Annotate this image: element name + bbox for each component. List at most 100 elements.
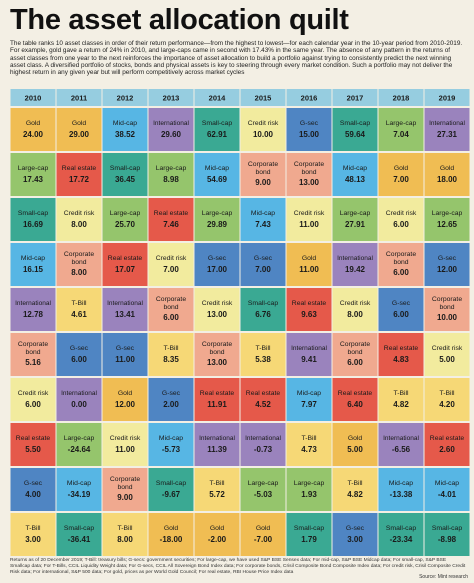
return-value-label: 9.63 bbox=[301, 310, 317, 319]
return-value-label: 8.00 bbox=[71, 220, 87, 229]
asset-name-label: Gold bbox=[256, 525, 271, 532]
cell-g-sec bbox=[424, 243, 470, 286]
cell-mid-cap bbox=[240, 198, 286, 241]
return-value-label: 62.91 bbox=[207, 130, 228, 139]
return-value-label: -4.01 bbox=[438, 490, 457, 499]
year-header-label: 2018 bbox=[393, 93, 410, 102]
return-value-label: 4.00 bbox=[25, 490, 41, 499]
cell-gold bbox=[56, 108, 102, 151]
return-value-label: 17.07 bbox=[115, 265, 136, 274]
return-value-label: 6.00 bbox=[393, 268, 409, 277]
cell-gold bbox=[424, 153, 470, 196]
return-value-label: 12.78 bbox=[23, 310, 44, 319]
asset-name-label: G-sec bbox=[254, 255, 273, 262]
cell-international bbox=[286, 333, 332, 376]
asset-name-label: bond bbox=[25, 349, 40, 356]
asset-name-label: Small-cap bbox=[294, 525, 324, 532]
return-value-label: 16.15 bbox=[23, 265, 44, 274]
return-value-label: 7.00 bbox=[393, 175, 409, 184]
return-value-label: 11.39 bbox=[207, 445, 227, 454]
asset-name-label: Mid-cap bbox=[297, 390, 321, 397]
return-value-label: 6.00 bbox=[71, 355, 87, 364]
return-value-label: 15.00 bbox=[299, 130, 320, 139]
year-header-cell bbox=[10, 89, 56, 106]
return-value-label: 11.00 bbox=[299, 265, 319, 274]
cell-small-cap bbox=[102, 153, 148, 196]
return-value-label: -8.98 bbox=[438, 535, 457, 544]
asset-name-label: Corporate bbox=[432, 296, 462, 303]
return-value-label: 4.82 bbox=[347, 490, 363, 499]
return-value-label: 48.13 bbox=[345, 175, 366, 184]
return-value-label: 27.91 bbox=[345, 220, 366, 229]
return-value-label: 5.72 bbox=[209, 490, 225, 499]
asset-name-label: Mid-cap bbox=[113, 120, 137, 127]
return-value-label: 10.00 bbox=[253, 130, 274, 139]
asset-name-label: G-sec bbox=[162, 390, 181, 397]
cell-real-estate bbox=[194, 378, 240, 421]
return-value-label: 29.89 bbox=[207, 220, 228, 229]
cell-t-bill bbox=[194, 468, 240, 511]
return-value-label: 36.45 bbox=[115, 175, 136, 184]
return-value-label: 9.41 bbox=[301, 355, 317, 364]
asset-name-label: Gold bbox=[440, 165, 455, 172]
return-value-label: 9.00 bbox=[117, 493, 133, 502]
cell-large-cap bbox=[332, 198, 378, 241]
cell-credit-risk bbox=[286, 198, 332, 241]
asset-name-label: Gold bbox=[302, 255, 317, 262]
asset-name-label: T-Bill bbox=[347, 480, 363, 487]
cell-corporate-bond bbox=[240, 153, 286, 196]
asset-name-label: International bbox=[199, 435, 235, 442]
asset-name-label: bond bbox=[439, 304, 454, 311]
return-value-label: -34.19 bbox=[68, 490, 91, 499]
return-value-label: 7.00 bbox=[255, 265, 271, 274]
asset-name-label: Mid-cap bbox=[343, 165, 367, 172]
asset-name-label: Real estate bbox=[154, 210, 189, 217]
year-header-cell bbox=[56, 89, 102, 106]
return-value-label: 11.00 bbox=[115, 355, 135, 364]
cell-real-estate bbox=[286, 288, 332, 331]
asset-name-label: Mid-cap bbox=[435, 480, 459, 487]
cell-real-estate bbox=[56, 153, 102, 196]
source-credit: Source: Mint research bbox=[419, 574, 468, 580]
asset-name-label: Corporate bbox=[386, 251, 416, 258]
cell-international bbox=[240, 423, 286, 466]
return-value-label: 7.46 bbox=[163, 220, 179, 229]
asset-name-label: Credit risk bbox=[340, 300, 371, 307]
cell-small-cap bbox=[194, 108, 240, 151]
asset-name-label: Large-cap bbox=[432, 210, 463, 217]
return-value-label: 6.00 bbox=[25, 400, 41, 409]
return-value-label: 12.65 bbox=[437, 220, 458, 229]
cell-mid-cap bbox=[332, 153, 378, 196]
page-title: The asset allocation quilt bbox=[10, 4, 349, 36]
cell-credit-risk bbox=[10, 378, 56, 421]
asset-name-label: International bbox=[429, 120, 465, 127]
asset-name-label: Mid-cap bbox=[389, 480, 413, 487]
cell-gold bbox=[148, 513, 194, 556]
return-value-label: 5.38 bbox=[255, 355, 271, 364]
return-value-label: 13.41 bbox=[115, 310, 136, 319]
cell-international bbox=[10, 288, 56, 331]
asset-name-label: Real estate bbox=[246, 390, 281, 397]
asset-name-label: G-sec bbox=[70, 345, 89, 352]
asset-name-label: International bbox=[107, 300, 143, 307]
asset-name-label: International bbox=[245, 435, 281, 442]
return-value-label: 18.00 bbox=[437, 175, 458, 184]
return-value-label: 8.00 bbox=[347, 310, 363, 319]
asset-name-label: T-Bill bbox=[25, 525, 41, 532]
asset-name-label: Gold bbox=[348, 435, 363, 442]
asset-name-label: International bbox=[383, 435, 419, 442]
return-value-label: 8.35 bbox=[163, 355, 179, 364]
asset-name-label: Real estate bbox=[62, 165, 97, 172]
asset-name-label: Real estate bbox=[338, 390, 373, 397]
asset-name-label: bond bbox=[71, 259, 86, 266]
cell-corporate-bond bbox=[194, 333, 240, 376]
asset-name-label: bond bbox=[347, 349, 362, 356]
cell-international bbox=[332, 243, 378, 286]
year-header-cell bbox=[378, 89, 424, 106]
year-header-cell bbox=[102, 89, 148, 106]
asset-name-label: G-sec bbox=[208, 255, 227, 262]
cell-gold bbox=[10, 108, 56, 151]
cell-g-sec bbox=[286, 108, 332, 151]
cell-small-cap bbox=[378, 513, 424, 556]
asset-name-label: Corporate bbox=[340, 341, 370, 348]
